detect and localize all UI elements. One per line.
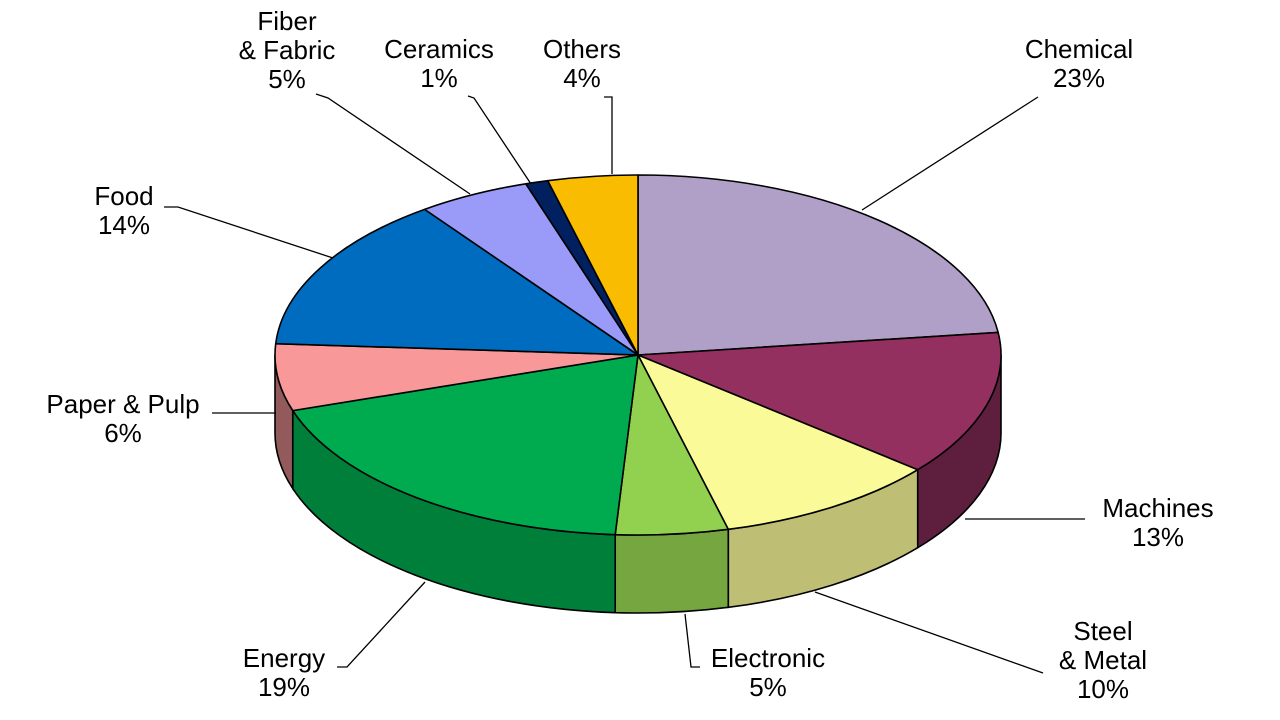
slice-label-food: Food 14% <box>94 181 153 240</box>
slice-label-others: Others 4% <box>543 34 621 93</box>
leader-line-electronic <box>684 613 700 668</box>
leader-line-energy <box>337 581 426 668</box>
slice-steel-and-metal <box>637 354 919 531</box>
leader-line-ceramics <box>467 95 532 185</box>
slice-label-electronic: Electronic 5% <box>711 643 825 702</box>
slice-label-paper-and-pulp: Paper & Pulp 6% <box>46 389 199 448</box>
slice-chemical <box>637 174 999 356</box>
leader-lines <box>164 93 1085 674</box>
slice-label-steel-and-metal: Steel & Metal 10% <box>1059 616 1147 704</box>
slice-label-fiber-and-fabric: Fiber & Fabric 5% <box>239 6 336 94</box>
leader-line-others <box>604 96 613 174</box>
slice-label-energy: Energy 19% <box>243 643 325 702</box>
slice-label-chemical: Chemical 23% <box>1025 34 1133 93</box>
leader-line-chemical <box>861 96 1039 211</box>
slice-label-ceramics: Ceramics 1% <box>384 34 494 93</box>
slice-energy <box>291 354 639 536</box>
slice-side-electronic <box>614 528 730 614</box>
pie-sides <box>274 354 1002 614</box>
slice-label-machines: Machines 13% <box>1102 493 1213 552</box>
leader-line-steel-and-metal <box>814 591 1044 674</box>
pie-top <box>274 174 1002 536</box>
slice-others <box>546 174 639 356</box>
leader-line-food <box>164 206 334 259</box>
leader-line-fiber-and-fabric <box>315 93 471 195</box>
slice-food <box>274 208 639 356</box>
slice-labels: Chemical 23% Machines 13% Steel & Metal 10% Ele… <box>46 6 1213 704</box>
slice-machines <box>637 331 1002 471</box>
slice-paper-and-pulp <box>274 342 639 412</box>
